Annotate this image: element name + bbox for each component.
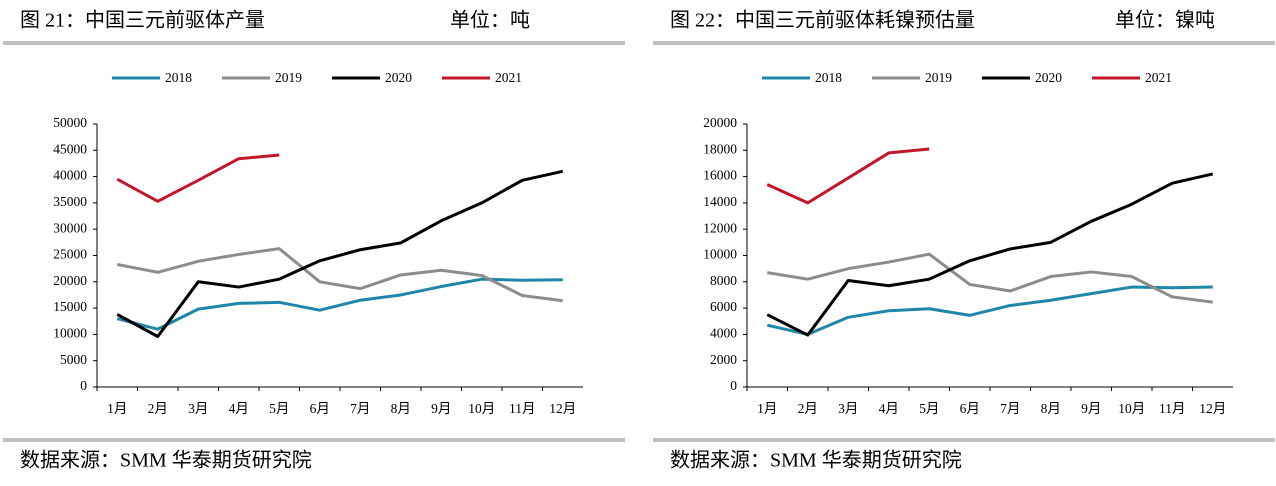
x-tick-label: 8月 xyxy=(1041,401,1061,416)
y-tick-label: 30000 xyxy=(53,220,87,235)
series-line xyxy=(116,247,563,303)
y-tick-label: 15000 xyxy=(53,299,87,314)
x-tick-label: 9月 xyxy=(1081,401,1101,416)
y-tick-label: 45000 xyxy=(53,141,87,156)
legend-label: 2019 xyxy=(925,70,952,85)
legend-label: 2021 xyxy=(495,70,522,85)
x-tick-label: 11月 xyxy=(1159,401,1186,416)
legend-label: 2020 xyxy=(1035,70,1062,85)
y-tick-label: 5000 xyxy=(60,352,87,367)
series-line xyxy=(766,172,1214,337)
x-tick-label: 11月 xyxy=(509,401,536,416)
y-tick-label: 10000 xyxy=(703,247,737,262)
x-tick-label: 4月 xyxy=(879,401,899,416)
y-tick-label: 6000 xyxy=(710,299,737,314)
x-tick-label: 6月 xyxy=(310,401,330,416)
x-tick-label: 10月 xyxy=(468,401,495,416)
series-line xyxy=(766,147,930,205)
series-line xyxy=(767,252,1213,304)
chart-title: 图 21：中国三元前驱体产量 xyxy=(20,9,265,32)
footer-rule xyxy=(653,438,1275,442)
legend-label: 2019 xyxy=(275,70,302,85)
series-line xyxy=(766,285,1213,336)
x-tick-label: 7月 xyxy=(350,401,370,416)
unit-label: 单位：镍吨 xyxy=(1115,9,1215,32)
x-tick-label: 4月 xyxy=(229,401,249,416)
x-tick-label: 5月 xyxy=(919,401,939,416)
y-tick-label: 50000 xyxy=(53,115,87,130)
x-tick-label: 10月 xyxy=(1118,401,1145,416)
x-tick-label: 12月 xyxy=(549,401,576,416)
x-tick-label: 1月 xyxy=(107,401,127,416)
series-line xyxy=(116,153,280,203)
legend-label: 2018 xyxy=(165,70,192,85)
y-tick-label: 10000 xyxy=(53,325,87,340)
legend-label: 2018 xyxy=(815,70,842,85)
source-note: 数据来源：SMM 华泰期货研究院 xyxy=(20,449,312,472)
y-tick-label: 20000 xyxy=(53,273,87,288)
header-rule xyxy=(653,41,1275,45)
y-tick-label: 12000 xyxy=(703,220,737,235)
unit-label: 单位：吨 xyxy=(450,9,530,32)
x-tick-label: 2月 xyxy=(798,401,818,416)
y-tick-label: 0 xyxy=(80,378,87,393)
x-tick-label: 7月 xyxy=(1000,401,1020,416)
header-rule xyxy=(3,41,625,45)
x-tick-label: 3月 xyxy=(188,401,208,416)
x-tick-label: 6月 xyxy=(960,401,980,416)
y-tick-label: 35000 xyxy=(53,194,87,209)
y-tick-label: 14000 xyxy=(703,194,737,209)
y-tick-label: 0 xyxy=(730,378,737,393)
x-tick-label: 8月 xyxy=(391,401,411,416)
legend-label: 2021 xyxy=(1145,70,1172,85)
footer-rule xyxy=(3,438,625,442)
y-tick-label: 2000 xyxy=(710,352,737,367)
x-tick-label: 12月 xyxy=(1199,401,1226,416)
y-tick-label: 25000 xyxy=(53,247,87,262)
y-tick-label: 8000 xyxy=(710,273,737,288)
y-tick-label: 20000 xyxy=(703,115,737,130)
x-tick-label: 2月 xyxy=(148,401,168,416)
y-tick-label: 18000 xyxy=(703,141,737,156)
y-tick-label: 16000 xyxy=(703,168,737,183)
y-tick-label: 4000 xyxy=(710,325,737,340)
x-tick-label: 5月 xyxy=(269,401,289,416)
source-note: 数据来源：SMM 华泰期货研究院 xyxy=(670,449,962,472)
series-line xyxy=(116,169,564,339)
x-tick-label: 9月 xyxy=(431,401,451,416)
y-tick-label: 40000 xyxy=(53,168,87,183)
x-tick-label: 3月 xyxy=(838,401,858,416)
x-tick-label: 1月 xyxy=(757,401,777,416)
chart-title: 图 22：中国三元前驱体耗镍预估量 xyxy=(670,9,975,32)
legend-label: 2020 xyxy=(385,70,412,85)
